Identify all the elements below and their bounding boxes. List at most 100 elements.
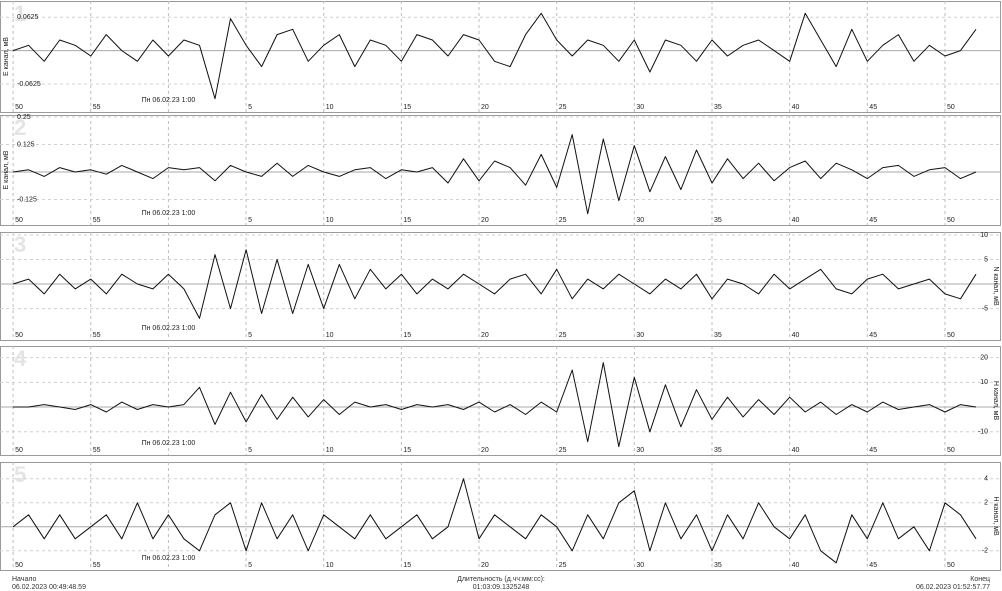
x-tick-label: 15 [403,562,411,569]
waveform [12,12,977,100]
y-tick-label: 2 [984,500,988,507]
x-tick-label: 40 [792,447,800,454]
y-tick-label: 5 [984,256,988,263]
end-label: Конец [970,576,990,583]
y-tick-label: -10 [978,429,988,436]
x-tick-label: 50 [947,562,955,569]
panel-frame [0,346,1001,456]
x-tick-label: 10 [326,332,334,339]
waveform [13,362,977,448]
x-tick-label: 45 [869,332,877,339]
panel-frame [0,462,1001,571]
x-tick-label: 25 [559,104,567,111]
x-tick-label: 20 [481,562,489,569]
x-tick-label: 5 [248,104,252,111]
x-tick-label: 40 [792,104,800,111]
x-tick-label: 30 [636,217,644,224]
panel-number: 2 [14,115,26,140]
start-time: 06.02.2023 00:49:48.59 [12,584,86,591]
x-tick-label: Пн 06.02.23 1:00 [142,555,196,562]
x-tick-label: Пн 06.02.23 1:00 [142,440,196,447]
x-tick-label: 35 [714,217,722,224]
start-label: Начало [12,576,36,583]
x-tick-label: 15 [403,332,411,339]
y-axis-label: E канал, мВ [3,150,10,189]
x-tick-label: 5 [248,332,252,339]
y-tick-label: 10 [980,379,988,386]
y-axis-label: H канал, мВ [992,496,999,536]
panel-number: 4 [14,346,27,371]
x-tick-label: 20 [481,447,489,454]
x-tick-label: Пн 06.02.23 1:00 [142,210,196,217]
x-tick-label: 5 [248,217,252,224]
y-tick-label: -5 [982,305,988,312]
x-tick-label: 50 [947,104,955,111]
x-tick-label: 45 [869,104,877,111]
x-tick-label: 30 [636,104,644,111]
x-tick-label: 55 [93,104,101,111]
x-tick-label: Пн 06.02.23 1:00 [142,97,196,104]
waveform [13,134,977,215]
panel-number: 3 [14,232,26,257]
x-tick-label: 35 [714,562,722,569]
duration: 01:03:09.1325248 [473,584,530,591]
end-time: 06.02.2023 01:52:57.77 [916,584,990,591]
x-tick-label: 20 [481,217,489,224]
y-tick-label: 4 [984,476,988,483]
x-tick-label: 50 [15,562,23,569]
panel-frame [0,232,1001,341]
y-tick-label: -2 [982,548,988,555]
y-tick-label: 0.125 [17,141,35,148]
x-tick-label: 40 [792,217,800,224]
x-tick-label: 50 [947,332,955,339]
x-tick-label: 40 [792,332,800,339]
y-tick-label: -0.125 [17,196,37,203]
y-tick-label: 0.25 [17,114,31,121]
x-tick-label: 50 [15,217,23,224]
x-tick-label: 45 [869,562,877,569]
panel-number: 5 [14,462,26,487]
x-tick-label: 25 [559,447,567,454]
x-tick-label: 20 [481,332,489,339]
x-tick-label: 45 [869,217,877,224]
y-tick-label: -0.0625 [17,81,41,88]
x-tick-label: 45 [869,447,877,454]
y-axis-label: E канал, мВ [3,37,10,76]
x-tick-label: 30 [636,447,644,454]
x-tick-label: 50 [15,104,23,111]
panel-frame [0,1,1001,113]
x-tick-label: 35 [714,104,722,111]
x-tick-label: 50 [15,447,23,454]
x-tick-label: 55 [93,447,101,454]
x-tick-label: 40 [792,562,800,569]
panel-number: 1 [14,1,26,26]
y-axis-label: H канал, мВ [992,381,999,421]
x-tick-label: 15 [403,104,411,111]
x-tick-label: 50 [947,217,955,224]
x-tick-label: 55 [93,332,101,339]
x-tick-label: 10 [326,104,334,111]
x-tick-label: 15 [403,217,411,224]
panel-frame [0,115,1001,226]
x-tick-label: 25 [559,562,567,569]
x-tick-label: 15 [403,447,411,454]
y-tick-label: 10 [980,232,988,239]
x-tick-label: 10 [326,447,334,454]
y-axis-label: N канал, мВ [992,266,999,306]
x-tick-label: 25 [559,217,567,224]
x-tick-label: 10 [326,562,334,569]
x-tick-label: 5 [248,562,252,569]
x-tick-label: 30 [636,332,644,339]
x-tick-label: 5 [248,447,252,454]
x-tick-label: 50 [947,447,955,454]
x-tick-label: 20 [481,104,489,111]
duration-label: Длительность (д.чч:мм:сс): [457,576,545,583]
y-tick-label: 0.0625 [17,14,39,21]
waveform [12,249,977,319]
x-tick-label: 35 [714,332,722,339]
x-tick-label: 50 [15,332,23,339]
x-tick-label: 25 [559,332,567,339]
x-tick-label: 10 [326,217,334,224]
